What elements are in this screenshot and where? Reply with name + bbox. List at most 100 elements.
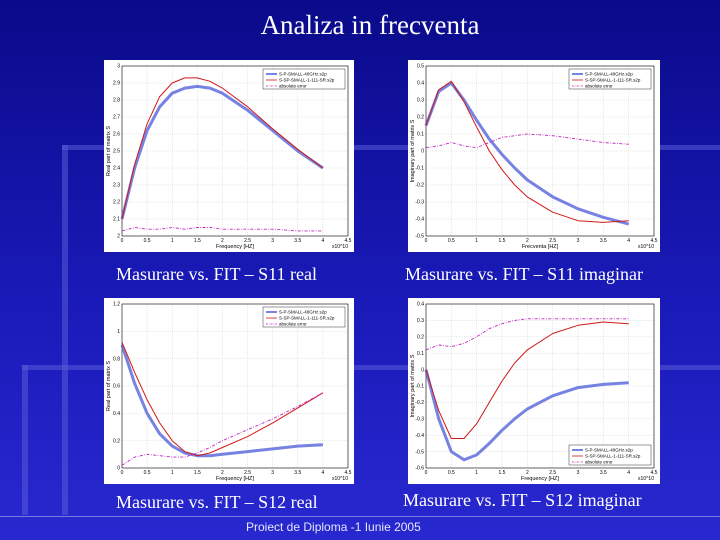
legend-entry-1: S-SP-SMALL-1-111-SR.s2p: [279, 316, 335, 321]
x-tick-label-3: 1.5: [194, 470, 201, 476]
y-tick-label-6: 2.6: [113, 132, 120, 138]
legend: S-P-SMALL-40GHz.s2pS-SP-SMALL-1-111-SR.s…: [262, 306, 346, 328]
series-line-1: [425, 80, 629, 223]
legend-entry-2: absolute error: [585, 460, 613, 465]
x-tick-label-8: 4: [321, 470, 324, 476]
y-tick-label-4: -0.2: [415, 400, 424, 406]
series-line-0: [424, 81, 630, 226]
legend: S-P-SMALL-40GHz.s2pS-SP-SMALL-1-111-SR.s…: [262, 68, 346, 90]
x-tick-label-7: 3.5: [294, 470, 301, 476]
x-tick-label-1: 0.5: [448, 238, 455, 244]
legend-box: [568, 444, 652, 466]
caption-s11-real: Masurare vs. FIT – S11 real: [116, 264, 317, 284]
legend-entry-0: S-P-SMALL-40GHz.s2p: [585, 448, 633, 453]
slide-title: Analiza in frecventa: [260, 10, 480, 40]
legend-entry-0: S-P-SMALL-40GHz.s2p: [279, 310, 327, 315]
y-tick-label-6: 1.2: [113, 302, 120, 308]
x-tick-label-9: 4.5: [345, 470, 352, 476]
chart-s11-real: 0 0.5 1 1.5 2 2.5 3 3.5 4 4.5 2 2.1 2.2 2.3 2.4 2.5 2.6 2…: [106, 64, 352, 250]
x-tick-label-5: 2.5: [549, 470, 556, 476]
series-line-1: [121, 342, 324, 457]
y-tick-label-7: 2.7: [113, 115, 120, 121]
x-tick-label-4: 2: [221, 238, 224, 244]
series-line-0: [424, 369, 629, 462]
x-tick-label-0: 0: [425, 470, 428, 476]
x-tick-label-1: 0.5: [144, 470, 151, 476]
y-tick-label-1: -0.5: [415, 449, 424, 455]
caption-s12-real: Masurare vs. FIT – S12 real: [116, 492, 318, 512]
x-tick-label-6: 3: [577, 238, 580, 244]
x-axis-label: Frequency [HZ]: [216, 244, 254, 250]
y-tick-label-0: 2: [117, 234, 120, 240]
y-axis-label: Imaginary part of matrix S: [410, 119, 416, 182]
y-tick-label-10: 3: [117, 64, 120, 70]
x-tick-label-8: 4: [627, 470, 630, 476]
x-axis-exponent: x10^10: [638, 476, 654, 482]
x-tick-label-8: 4: [321, 238, 324, 244]
legend: S-P-SMALL-40GHz.s2pS-SP-SMALL-1-111-SR.s…: [568, 68, 652, 90]
legend-entry-0: S-P-SMALL-40GHz.s2p: [585, 72, 633, 77]
y-axis-label: Real part of matrix S: [106, 361, 112, 411]
x-axis-exponent: x10^10: [332, 476, 348, 482]
x-tick-label-9: 4.5: [345, 238, 352, 244]
x-axis-label: Frequency [HZ]: [216, 476, 254, 482]
y-tick-label-5: 1: [117, 329, 120, 335]
y-tick-label-5: -0.1: [415, 384, 424, 390]
x-tick-label-6: 3: [577, 470, 580, 476]
y-tick-label-8: 0.3: [417, 98, 424, 104]
y-tick-label-3: -0.3: [415, 417, 424, 423]
y-tick-label-3: 2.3: [113, 183, 120, 189]
caption-s11-imag: Masurare vs. FIT – S11 imaginar: [405, 264, 643, 284]
x-axis-exponent: x10^10: [332, 244, 348, 250]
legend-entry-1: S-SP-SMALL-1-111-SR.s2p: [585, 454, 641, 459]
plot-frame: [121, 303, 349, 469]
x-tick-label-5: 2.5: [549, 238, 556, 244]
y-tick-label-5: 0: [421, 149, 424, 155]
y-tick-label-2: -0.4: [415, 433, 424, 439]
x-tick-label-7: 3.5: [600, 238, 607, 244]
y-tick-label-5: 2.5: [113, 149, 120, 155]
y-tick-label-0: -0.5: [415, 234, 424, 240]
y-tick-label-7: 0.1: [417, 351, 424, 357]
y-tick-label-1: 2.1: [113, 217, 120, 223]
y-tick-label-10: 0.4: [417, 302, 424, 308]
chart-s12-imag: 0 0.5 1 1.5 2 2.5 3 3.5 4 4.5 -0.6 -0.5 -0.4 -0.3 -0.2…: [410, 302, 658, 482]
chart-s11-imag: 0 0.5 1 1.5 2 2.5 3 3.5 4 4.5 -0.5 -0.4 -0.3 -0.2 -0.1…: [410, 64, 658, 250]
y-tick-label-0: -0.6: [415, 466, 424, 472]
series-line-1: [425, 321, 629, 439]
legend-entry-1: S-SP-SMALL-1-111-SR.s2p: [585, 78, 641, 83]
x-tick-label-3: 1.5: [499, 238, 506, 244]
x-tick-label-6: 3: [271, 238, 274, 244]
y-axis-label: Real part of matrix S: [106, 126, 112, 176]
x-tick-label-4: 2: [221, 470, 224, 476]
series-line-1: [121, 77, 324, 220]
series-line-2: [121, 227, 323, 232]
y-tick-label-4: 0.8: [113, 356, 120, 362]
x-tick-label-1: 0.5: [448, 470, 455, 476]
x-tick-label-0: 0: [425, 238, 428, 244]
x-axis-exponent: x10^10: [638, 244, 654, 250]
y-tick-label-9: 2.9: [113, 81, 120, 87]
x-tick-label-7: 3.5: [600, 470, 607, 476]
legend-box: [262, 68, 346, 90]
legend-entry-2: absolute error: [585, 84, 613, 89]
plot-frame: [425, 303, 655, 469]
series-line-2: [121, 392, 324, 466]
x-tick-label-4: 2: [526, 470, 529, 476]
y-tick-label-9: 0.3: [417, 318, 424, 324]
x-tick-label-2: 1: [171, 238, 174, 244]
x-tick-label-1: 0.5: [144, 238, 151, 244]
footer-divider: [0, 516, 720, 517]
x-tick-label-8: 4: [627, 238, 630, 244]
y-tick-label-9: 0.4: [417, 81, 424, 87]
caption-s12-imag: Masurare vs. FIT – S12 imaginar: [403, 490, 642, 510]
decor-bar-1: [62, 145, 68, 515]
series-line-0: [120, 84, 324, 220]
x-tick-label-2: 1: [475, 238, 478, 244]
decor-bar-2: [62, 145, 720, 150]
x-tick-label-9: 4.5: [651, 238, 658, 244]
x-tick-label-2: 1: [171, 470, 174, 476]
x-axis-label: Frecventa [HZ]: [522, 244, 559, 250]
x-tick-label-5: 2.5: [244, 238, 251, 244]
x-tick-label-0: 0: [121, 238, 124, 244]
